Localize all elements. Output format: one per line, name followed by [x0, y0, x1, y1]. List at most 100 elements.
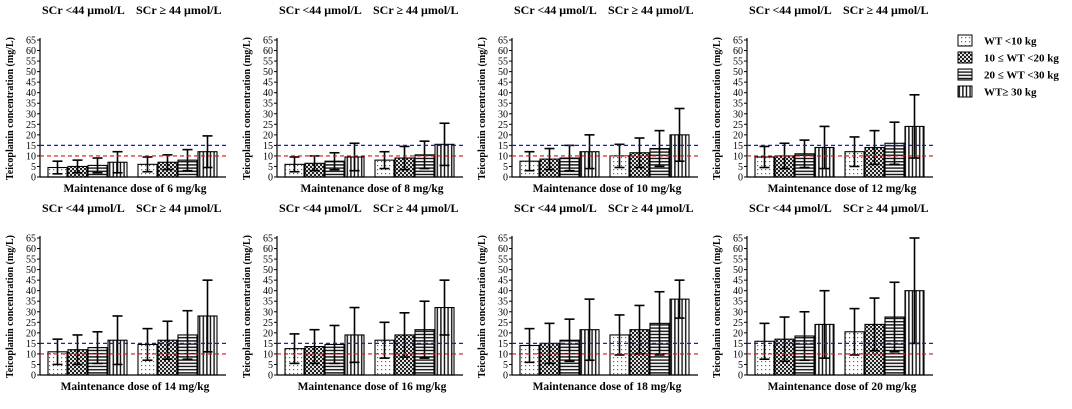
y-tick-label: 60	[498, 244, 508, 255]
y-tick-label: 45	[26, 276, 36, 287]
y-tick-label: 50	[26, 265, 36, 276]
y-tick-label: 55	[498, 57, 508, 68]
y-tick-label: 25	[498, 318, 508, 329]
y-tick-label: 65	[263, 36, 273, 47]
y-tick-label: 40	[26, 286, 36, 297]
x-axis-label: Maintenance dose of 18 mg/kg	[533, 381, 682, 393]
legend-label-series-1: WT <10 kg	[984, 36, 1037, 48]
panels-group: SCr <44 μmol/L SCr ≥ 44 μmol/L05101520253…	[5, 3, 933, 393]
y-tick-label: 50	[733, 265, 743, 276]
y-tick-label: 25	[733, 120, 743, 131]
y-tick-label: 10	[263, 151, 273, 162]
y-tick-label: 40	[263, 88, 273, 99]
y-tick-label: 35	[498, 99, 508, 110]
panel-6: SCr <44 μmol/L SCr ≥ 44 μmol/L05101520253…	[242, 201, 463, 393]
panel-5: SCr <44 μmol/L SCr ≥ 44 μmol/L05101520253…	[5, 201, 226, 393]
x-axis-label: Maintenance dose of 6 mg/kg	[63, 183, 206, 195]
y-axis-label: Teicoplanin concentration (mg/L)	[5, 37, 16, 180]
group-title-scr-low: SCr <44 μmol/L	[279, 3, 362, 17]
x-axis-label: Maintenance dose of 10 mg/kg	[533, 183, 682, 195]
y-tick-label: 40	[498, 286, 508, 297]
y-tick-label: 50	[498, 67, 508, 78]
y-tick-label: 60	[263, 244, 273, 255]
y-tick-label: 45	[498, 276, 508, 287]
y-tick-label: 10	[733, 151, 743, 162]
y-tick-label: 35	[263, 99, 273, 110]
y-tick-label: 5	[738, 360, 743, 371]
y-tick-label: 35	[26, 99, 36, 110]
x-axis-label: Maintenance dose of 12 mg/kg	[768, 183, 917, 195]
y-tick-label: 20	[733, 130, 743, 141]
y-tick-label: 15	[263, 141, 273, 152]
y-tick-label: 0	[503, 173, 508, 184]
y-axis-label: Teicoplanin concentration (mg/L)	[477, 37, 488, 180]
y-tick-label: 65	[733, 234, 743, 245]
group-title-scr-high: SCr ≥ 44 μmol/L	[608, 3, 694, 17]
y-tick-label: 55	[26, 57, 36, 68]
y-tick-label: 45	[733, 78, 743, 89]
y-tick-label: 0	[31, 173, 36, 184]
y-tick-label: 30	[498, 109, 508, 120]
y-tick-label: 30	[733, 307, 743, 318]
y-axis-label: Teicoplanin concentration (mg/L)	[242, 235, 253, 378]
y-tick-label: 60	[733, 46, 743, 57]
y-tick-label: 0	[31, 371, 36, 382]
x-axis-label: Maintenance dose of 16 mg/kg	[298, 381, 447, 393]
y-tick-label: 20	[26, 130, 36, 141]
y-tick-label: 20	[26, 328, 36, 339]
y-tick-label: 40	[26, 88, 36, 99]
x-axis-label: Maintenance dose of 20 mg/kg	[768, 381, 917, 393]
y-tick-label: 55	[733, 255, 743, 266]
y-tick-label: 15	[263, 339, 273, 350]
y-tick-label: 25	[733, 318, 743, 329]
group-title-scr-low: SCr <44 μmol/L	[749, 201, 832, 215]
y-tick-label: 55	[263, 255, 273, 266]
group-title-scr-low: SCr <44 μmol/L	[514, 3, 597, 17]
y-tick-label: 60	[26, 244, 36, 255]
y-tick-label: 60	[498, 46, 508, 57]
x-axis-label: Maintenance dose of 14 mg/kg	[61, 381, 210, 393]
y-tick-label: 30	[498, 307, 508, 318]
y-tick-label: 0	[268, 173, 273, 184]
panel-3: SCr <44 μmol/L SCr ≥ 44 μmol/L05101520253…	[477, 3, 698, 195]
y-tick-label: 10	[263, 349, 273, 360]
y-tick-label: 45	[263, 276, 273, 287]
y-tick-label: 25	[263, 120, 273, 131]
y-tick-label: 25	[263, 318, 273, 329]
y-tick-label: 20	[263, 328, 273, 339]
y-tick-label: 45	[733, 276, 743, 287]
y-tick-label: 50	[733, 67, 743, 78]
panel-7: SCr <44 μmol/L SCr ≥ 44 μmol/L05101520253…	[477, 201, 698, 393]
y-tick-label: 40	[498, 88, 508, 99]
y-tick-label: 5	[31, 360, 36, 371]
y-axis-label: Teicoplanin concentration (mg/L)	[712, 37, 723, 180]
y-tick-label: 65	[263, 234, 273, 245]
group-title-scr-high: SCr ≥ 44 μmol/L	[373, 201, 459, 215]
y-tick-label: 40	[733, 286, 743, 297]
x-axis-label: Maintenance dose of 8 mg/kg	[300, 183, 443, 195]
y-tick-label: 25	[26, 120, 36, 131]
group-title-scr-high: SCr ≥ 44 μmol/L	[843, 201, 929, 215]
y-tick-label: 15	[733, 339, 743, 350]
y-tick-label: 15	[498, 339, 508, 350]
y-tick-label: 55	[498, 255, 508, 266]
y-tick-label: 5	[268, 360, 273, 371]
y-tick-label: 15	[733, 141, 743, 152]
y-axis-label: Teicoplanin concentration (mg/L)	[477, 235, 488, 378]
y-tick-label: 15	[26, 339, 36, 350]
y-tick-label: 10	[498, 151, 508, 162]
y-tick-label: 10	[26, 349, 36, 360]
group-title-scr-low: SCr <44 μmol/L	[749, 3, 832, 17]
y-tick-label: 55	[263, 57, 273, 68]
y-tick-label: 25	[26, 318, 36, 329]
y-tick-label: 50	[263, 67, 273, 78]
y-tick-label: 10	[26, 151, 36, 162]
y-axis-label: Teicoplanin concentration (mg/L)	[712, 235, 723, 378]
y-tick-label: 50	[498, 265, 508, 276]
y-tick-label: 55	[733, 57, 743, 68]
y-tick-label: 20	[263, 130, 273, 141]
y-tick-label: 30	[733, 109, 743, 120]
panel-2: SCr <44 μmol/L SCr ≥ 44 μmol/L05101520253…	[242, 3, 463, 195]
y-tick-label: 30	[263, 109, 273, 120]
legend-swatch-series-1	[957, 34, 973, 47]
